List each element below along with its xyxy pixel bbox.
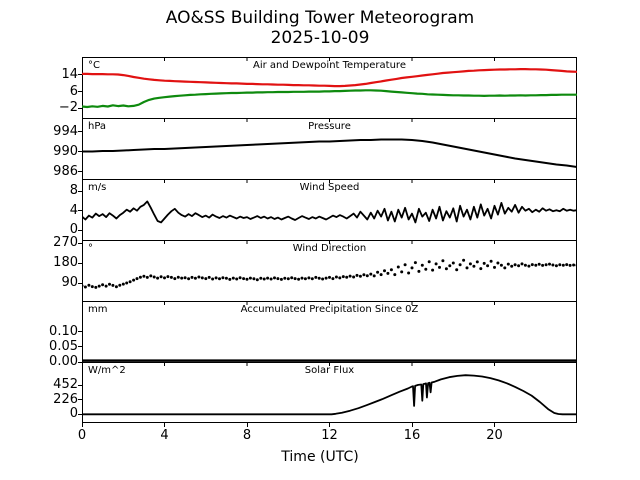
x-tick-label: 0 [77, 428, 87, 443]
wind-speed-panel-plot-area [82, 179, 577, 224]
y-tick-mark [78, 282, 82, 284]
unit-label: hPa [88, 121, 107, 132]
pressure-series [82, 138, 577, 168]
page-subtitle: 2025-10-09 [270, 28, 370, 48]
y-tick-label: 270 [53, 234, 78, 250]
wind-direction-panel: ° Wind Direction [82, 240, 577, 301]
y-tick-mark [78, 229, 82, 231]
unit-label: °C [88, 60, 100, 71]
y-tick-mark [78, 361, 82, 363]
y-tick-label: 0 [69, 221, 78, 237]
wind-direction-panel-plot-area [82, 240, 577, 289]
y-tick-mark [78, 107, 82, 109]
y-tick-mark [78, 346, 82, 348]
x-tick-label: 16 [403, 428, 421, 443]
y-tick-label: 0.05 [49, 338, 78, 354]
panel-title: Solar Flux [304, 365, 355, 376]
y-tick-mark [78, 91, 82, 93]
unit-label: ° [88, 243, 93, 254]
y-tick-label: 994 [53, 123, 78, 139]
y-tick-label: 14 [61, 66, 78, 82]
x-tick-mark [494, 423, 495, 427]
x-tick-label: 12 [321, 428, 338, 443]
y-tick-mark [78, 413, 82, 415]
panel-title: Air and Dewpoint Temperature [253, 60, 406, 71]
x-tick-label: 8 [242, 428, 252, 443]
y-tick-label: 452 [53, 376, 78, 392]
x-tick-mark [164, 423, 165, 427]
wind-speed-series [82, 200, 577, 224]
solar-flux-panel-plot-area [82, 362, 577, 416]
y-tick-mark [78, 399, 82, 401]
unit-label: W/m^2 [88, 365, 126, 376]
air-temperature-series [82, 68, 577, 88]
y-tick-mark [78, 210, 82, 212]
x-axis-label: Time (UTC) [281, 449, 359, 465]
y-tick-label: 6 [69, 83, 78, 99]
y-tick-label: 8 [69, 182, 78, 198]
y-tick-mark [78, 331, 82, 332]
y-tick-mark [78, 171, 82, 172]
pressure-panel-plot-area [82, 118, 577, 168]
y-tick-label: 990 [53, 143, 78, 159]
precipitation-panel: mm Accumulated Precipitation Since 0Z [82, 301, 577, 362]
y-tick-label: 0 [69, 406, 78, 422]
y-tick-label: 226 [53, 391, 78, 407]
x-tick-mark [81, 423, 83, 427]
solar-flux-series [82, 374, 577, 416]
dewpoint-temperature-series [82, 89, 577, 109]
y-tick-label: 986 [53, 163, 78, 179]
wind-speed-panel: m/s Wind Speed [82, 179, 577, 240]
y-tick-mark [78, 262, 82, 264]
y-tick-label: 180 [53, 254, 78, 270]
precipitation-panel-plot-area [82, 301, 577, 362]
x-tick-mark [411, 423, 413, 427]
x-tick-mark [246, 423, 248, 427]
panel-title: Wind Speed [299, 182, 360, 193]
panel-title: Pressure [308, 121, 351, 132]
page-title: AO&SS Building Tower Meteorogram [165, 8, 475, 28]
y-tick-label: 90 [61, 274, 78, 290]
temperature-panel-plot-area [82, 57, 577, 109]
y-tick-mark [78, 242, 82, 244]
y-tick-mark [78, 74, 82, 76]
wind-direction-series [82, 258, 577, 289]
y-tick-mark [78, 151, 82, 152]
x-tick-label: 20 [486, 428, 503, 443]
unit-label: m/s [88, 182, 107, 193]
solar-flux-panel: W/m^2 Solar Flux [82, 362, 577, 423]
y-tick-label: 0.00 [49, 353, 78, 369]
y-tick-label: 0.10 [49, 323, 78, 339]
y-tick-label: −2 [58, 99, 78, 115]
x-tick-mark [329, 423, 330, 427]
x-tick-label: 4 [160, 428, 169, 443]
y-tick-mark [78, 190, 82, 192]
y-tick-mark [78, 131, 82, 132]
panel-title: Wind Direction [292, 243, 367, 254]
y-tick-mark [78, 384, 82, 386]
unit-label: mm [88, 304, 108, 315]
panel-title: Accumulated Precipitation Since 0Z [240, 304, 419, 315]
pressure-panel: hPa Pressure [82, 118, 577, 179]
temperature-panel: °C Air and Dewpoint Temperature [82, 57, 577, 118]
y-tick-label: 4 [69, 202, 78, 218]
